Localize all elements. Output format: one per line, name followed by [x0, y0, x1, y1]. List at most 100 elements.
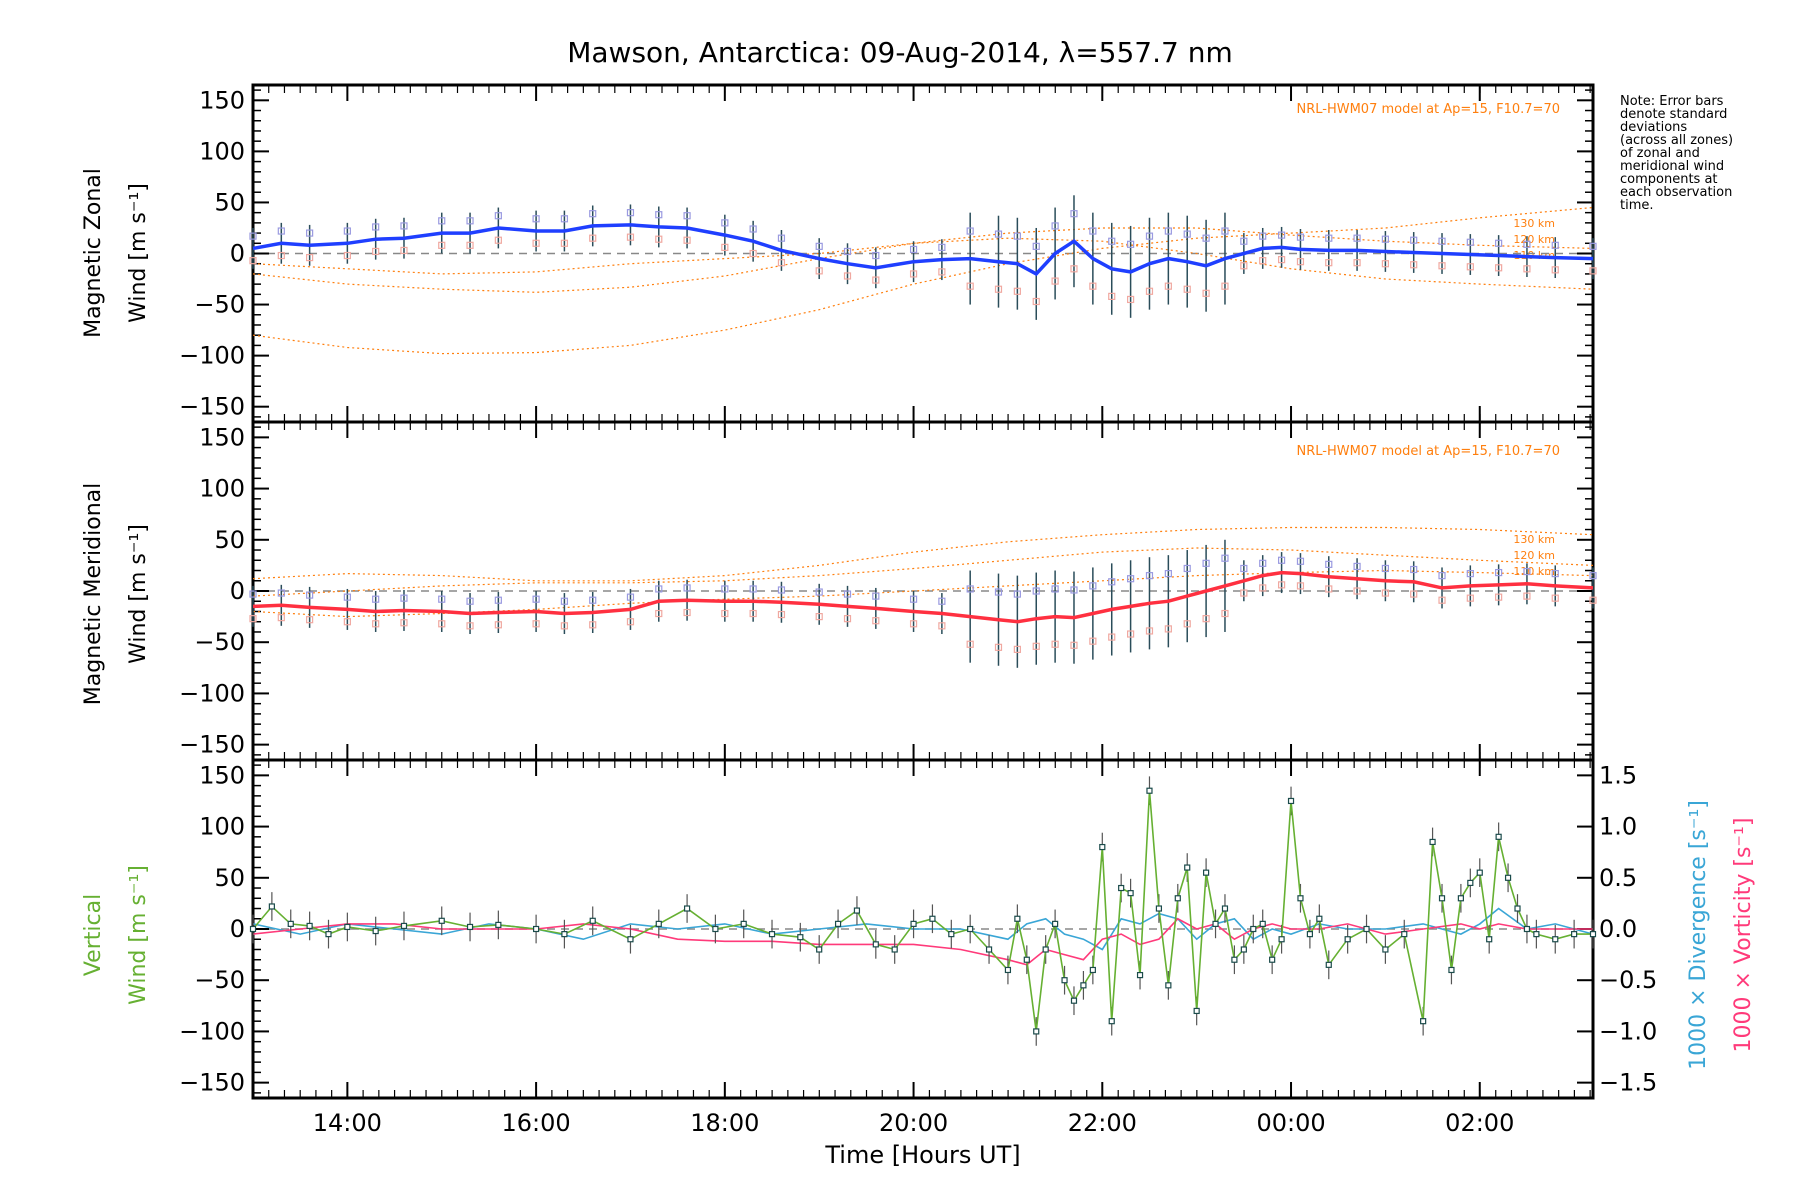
zone-sample: [249, 615, 257, 623]
vertical-wind-point: [1287, 797, 1295, 805]
zone-sample: [372, 247, 380, 256]
vertical-wind-point: [1165, 982, 1172, 989]
zone-sample: [872, 276, 880, 284]
zone-sample: [1410, 236, 1418, 244]
vertical-wind-point: [1467, 879, 1474, 887]
vertical-wind-point: [1316, 915, 1323, 922]
vertical-wind-point: [495, 921, 502, 929]
vertical-wind-point: [1476, 869, 1483, 876]
vertical-wind-point: [1325, 961, 1332, 968]
zone-sample: [1127, 630, 1135, 638]
zone-sample: [1013, 232, 1021, 240]
zone-sample: [1240, 589, 1248, 597]
x-tick-label: 20:00: [879, 1109, 948, 1137]
chart-title: Mawson, Antarctica: 09-Aug-2014, λ=557.7…: [567, 36, 1233, 69]
vertical-wind-point: [1504, 874, 1512, 881]
zone-sample: [1070, 210, 1078, 218]
y-tick-label: −50: [194, 966, 245, 994]
zone-sample: [1410, 565, 1418, 574]
vertical-wind-point: [400, 922, 408, 930]
vertical-wind-point: [683, 905, 691, 912]
y-tick-label: 150: [199, 423, 245, 451]
vertical-wind-point: [891, 946, 898, 953]
zone-sample: [343, 618, 351, 626]
zone-sample: [1032, 242, 1040, 250]
zone-sample: [1551, 241, 1559, 249]
y-axis-title-line2: Wind [m s⁻¹]: [126, 524, 151, 664]
vertical-wind-point: [1269, 956, 1276, 963]
divergence-line: [252, 907, 1594, 951]
zone-sample: [532, 620, 540, 628]
zone-sample: [777, 586, 786, 594]
zone-sample: [1051, 222, 1059, 230]
vertical-wind-point: [287, 920, 294, 927]
vertical-wind-point: [655, 920, 662, 927]
zone-sample: [966, 640, 974, 648]
zone-sample: [306, 616, 314, 624]
vertical-wind-point: [1278, 936, 1285, 943]
zone-sample: [909, 620, 918, 628]
zone-sample: [1127, 295, 1135, 304]
vertical-wind-point: [1136, 971, 1144, 979]
zone-sample: [626, 233, 635, 241]
x-axis-title: Time [Hours UT]: [824, 1141, 1020, 1169]
zone-sample: [1259, 559, 1267, 567]
zone-sample: [872, 251, 880, 260]
vertical-wind-point: [1042, 946, 1049, 953]
zone-sample: [1466, 238, 1474, 246]
vertical-wind-point: [1184, 864, 1191, 871]
zone-sample: [909, 270, 918, 278]
y-tick-label: 50: [214, 188, 245, 216]
zone-sample: [494, 236, 502, 244]
zone-sample: [777, 259, 786, 267]
zone-sample: [560, 215, 569, 223]
zone-sample: [466, 217, 474, 225]
zone-sample: [994, 588, 1003, 596]
y-tick-label: 0: [230, 577, 245, 605]
zone-sample: [1353, 259, 1361, 267]
vertical-wind-point: [1401, 931, 1408, 938]
zone-sample: [1551, 594, 1559, 602]
zone-sample: [1164, 282, 1172, 290]
vertical-wind-point: [1552, 936, 1559, 943]
zone-sample: [966, 227, 974, 235]
vertical-wind-point: [1023, 956, 1030, 963]
vertical-wind-point: [910, 920, 917, 927]
y2-tick-label: 1.5: [1599, 761, 1637, 789]
y-tick-label: 50: [214, 864, 245, 892]
zone-sample: [1589, 596, 1597, 604]
zone-sample: [1277, 556, 1286, 564]
zone-sample: [683, 236, 691, 244]
zone-sample: [1325, 585, 1333, 593]
zone-sample: [400, 222, 408, 230]
vertical-wind-point: [768, 931, 776, 938]
zone-sample: [815, 267, 823, 275]
zone-sample: [589, 234, 597, 242]
vertical-wind-point: [1118, 884, 1125, 892]
model-label: NRL-HWM07 model at Ap=15, F10.7=70: [1297, 102, 1561, 117]
y-tick-label: 0: [230, 240, 245, 268]
zone-sample: [1438, 596, 1446, 604]
zone-sample: [1240, 262, 1248, 270]
zone-sample: [277, 589, 285, 597]
zone-sample: [343, 227, 351, 235]
y-tick-label: 100: [199, 813, 245, 841]
zone-sample: [560, 597, 569, 605]
zone-sample: [843, 247, 852, 256]
note-line: components at: [1620, 172, 1718, 187]
vertical-wind-point: [929, 915, 936, 922]
y-axis-title-line2: Wind [m s⁻¹]: [126, 865, 151, 1005]
y-tick-label: −150: [179, 731, 245, 759]
y2-tick-label: 0.0: [1599, 915, 1637, 943]
zone-sample: [1013, 287, 1021, 295]
zone-sample: [1221, 227, 1229, 235]
y2-tick-label: 0.5: [1599, 864, 1637, 892]
zone-sample: [589, 210, 597, 218]
vertical-wind-point: [1448, 966, 1455, 974]
zone-sample: [1353, 587, 1361, 595]
zone-sample: [749, 585, 757, 593]
vertical-wind-point: [1146, 787, 1153, 794]
zone-sample: [966, 282, 974, 290]
zone-sample: [777, 234, 786, 242]
vertical-wind-point: [589, 917, 596, 924]
